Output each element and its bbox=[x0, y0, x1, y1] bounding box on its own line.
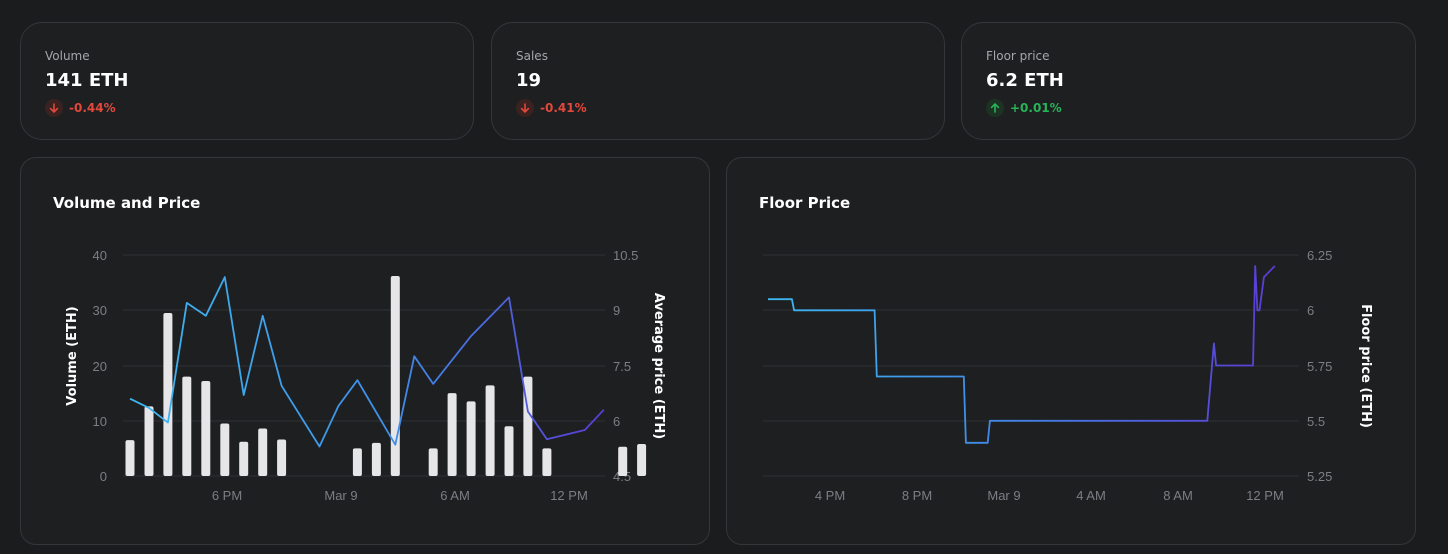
volume-bar bbox=[220, 423, 230, 476]
stat-value: 19 bbox=[516, 70, 542, 91]
volume-price-chart-card: Volume and Price 40 30 20 10 0 10.5 bbox=[20, 157, 710, 545]
volume-bar bbox=[485, 385, 495, 476]
volume-bar bbox=[466, 401, 476, 476]
x-tick-label: Mar 9 bbox=[987, 488, 1020, 503]
volume-stat-card: Volume 141 ETH -0.44% bbox=[20, 22, 474, 140]
y-tick-label: 10 bbox=[93, 414, 107, 429]
stat-value: 6.2 ETH bbox=[986, 70, 1064, 91]
volume-bar bbox=[258, 428, 268, 476]
y2-axis-title: Average price (ETH) bbox=[651, 293, 666, 439]
volume-bar bbox=[182, 376, 192, 476]
chart-title: Volume and Price bbox=[53, 194, 201, 212]
volume-bar bbox=[447, 393, 457, 476]
y-tick-label: 5.75 bbox=[1307, 359, 1332, 374]
floor-price-chart: 6.25 6 5.75 5.5 5.25 4 PM 8 PM Mar 9 4 A… bbox=[763, 248, 1373, 503]
y-tick-label: 20 bbox=[93, 359, 107, 374]
y-tick-label: 5.5 bbox=[1307, 414, 1325, 429]
y2-tick-label: 9 bbox=[613, 303, 620, 318]
volume-bar bbox=[277, 439, 287, 476]
sales-stat-card: Sales 19 -0.41% bbox=[491, 22, 945, 140]
y-axis-title: Volume (ETH) bbox=[65, 306, 80, 405]
x-tick-label: 12 PM bbox=[550, 488, 588, 503]
volume-bar bbox=[390, 276, 400, 476]
stat-change: -0.44% bbox=[45, 99, 449, 117]
x-tick-label: 6 AM bbox=[440, 488, 470, 503]
change-percent: +0.01% bbox=[1010, 101, 1062, 115]
change-percent: -0.44% bbox=[69, 101, 116, 115]
arrow-up-icon bbox=[986, 99, 1004, 117]
floor-price-line bbox=[768, 265, 1276, 444]
volume-bar bbox=[352, 448, 362, 476]
floor-price-chart-card: Floor Price 6.25 6 5.75 5.5 5.25 4 PM 8 … bbox=[726, 157, 1416, 545]
y-tick-label: 40 bbox=[93, 248, 107, 263]
y-tick-label: 5.25 bbox=[1307, 469, 1332, 484]
x-tick-label: 4 AM bbox=[1076, 488, 1106, 503]
x-tick-label: 4 PM bbox=[815, 488, 845, 503]
y-tick-label: 6 bbox=[1307, 303, 1314, 318]
volume-bar bbox=[144, 406, 154, 476]
volume-bar bbox=[239, 441, 249, 476]
volume-bar bbox=[428, 448, 438, 476]
x-tick-label: 8 PM bbox=[902, 488, 932, 503]
volume-bar bbox=[163, 313, 173, 476]
volume-price-chart: 40 30 20 10 0 10.5 9 7.5 6 4.5 6 PM Mar … bbox=[65, 248, 666, 503]
volume-bar bbox=[542, 448, 552, 476]
volume-bar bbox=[618, 446, 628, 476]
x-tick-label: Mar 9 bbox=[324, 488, 357, 503]
y-axis-title: Floor price (ETH) bbox=[1358, 304, 1373, 428]
change-percent: -0.41% bbox=[540, 101, 587, 115]
y-tick-label: 6.25 bbox=[1307, 248, 1332, 263]
arrow-down-icon bbox=[45, 99, 63, 117]
floor-price-stat-card: Floor price 6.2 ETH +0.01% bbox=[961, 22, 1416, 140]
volume-bar bbox=[371, 442, 381, 476]
y2-tick-label: 10.5 bbox=[613, 248, 638, 263]
chart-title: Floor Price bbox=[759, 194, 851, 212]
y-tick-label: 30 bbox=[93, 303, 107, 318]
y-tick-label: 0 bbox=[100, 469, 107, 484]
volume-bar bbox=[125, 440, 135, 476]
stat-change: -0.41% bbox=[516, 99, 920, 117]
average-price-line bbox=[129, 276, 605, 448]
stat-label: Volume bbox=[45, 49, 90, 63]
arrow-down-icon bbox=[516, 99, 534, 117]
volume-bars bbox=[125, 276, 647, 476]
x-tick-label: 12 PM bbox=[1246, 488, 1284, 503]
stat-value: 141 ETH bbox=[45, 70, 129, 91]
stat-change: +0.01% bbox=[986, 99, 1391, 117]
volume-bar bbox=[637, 444, 647, 476]
y2-tick-label: 6 bbox=[613, 414, 620, 429]
stat-label: Sales bbox=[516, 49, 548, 63]
x-tick-label: 8 AM bbox=[1163, 488, 1193, 503]
volume-bar bbox=[201, 381, 211, 476]
volume-bar bbox=[504, 426, 514, 476]
y2-tick-label: 7.5 bbox=[613, 359, 631, 374]
x-tick-label: 6 PM bbox=[212, 488, 242, 503]
stat-label: Floor price bbox=[986, 49, 1050, 63]
